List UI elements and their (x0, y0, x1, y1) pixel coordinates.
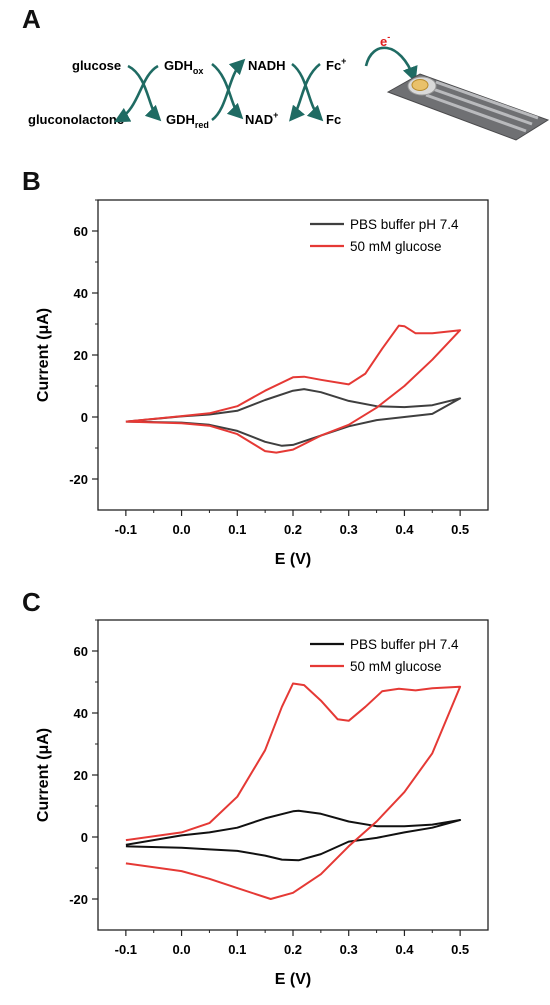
x-tick-label: 0.3 (340, 942, 358, 957)
x-tick-label: 0.4 (395, 942, 414, 957)
legend-label: PBS buffer pH 7.4 (350, 637, 459, 652)
y-tick-label: 60 (74, 644, 88, 659)
legend-label: 50 mM glucose (350, 239, 442, 254)
x-tick-label: 0.1 (228, 522, 246, 537)
y-axis-label: Current (μA) (35, 308, 52, 402)
arrows-glucose-gdh (113, 64, 162, 123)
electrode-strip-icon (386, 73, 550, 141)
x-tick-label: 0.4 (395, 522, 414, 537)
x-tick-label: 0.0 (173, 522, 191, 537)
arrows-gdh-nad (211, 58, 246, 122)
y-tick-label: 40 (74, 286, 88, 301)
reaction-scheme: glucose gluconolactone GDHox GDHred NADH… (28, 32, 550, 141)
panel-label-a: A (22, 4, 41, 34)
label-fc: Fc (326, 112, 341, 127)
series-line-2 (125, 682, 462, 900)
x-tick-label: 0.2 (284, 942, 302, 957)
series-line-2 (125, 324, 462, 454)
label-gdh-red: GDHred (166, 112, 209, 130)
x-tick-label: -0.1 (115, 522, 137, 537)
x-tick-label: 0.5 (451, 942, 469, 957)
x-tick-label: -0.1 (115, 942, 137, 957)
series-line-1 (125, 388, 462, 447)
y-tick-label: 0 (81, 830, 88, 845)
label-electron: e- (380, 32, 390, 49)
series-line-1 (125, 809, 462, 862)
y-tick-label: 40 (74, 706, 88, 721)
label-gluconolactone: gluconolactone (28, 112, 124, 127)
chart-c: -0.1 0.0 0.1 0.2 0.3 0.4 0.5 -20 0 20 40 60 E (V) Cur… (35, 619, 489, 988)
y-tick-label: 20 (74, 768, 88, 783)
legend-label: 50 mM glucose (350, 659, 442, 674)
y-tick-label: 60 (74, 224, 88, 239)
x-tick-label: 0.1 (228, 942, 246, 957)
y-tick-label: -20 (69, 892, 88, 907)
label-nad: NAD+ (245, 110, 278, 127)
y-tick-label: 0 (81, 410, 88, 425)
arrow-to-electrode (364, 46, 418, 83)
y-tick-label: 20 (74, 348, 88, 363)
x-tick-label: 0.2 (284, 522, 302, 537)
y-axis-label: Current (μA) (35, 728, 52, 822)
y-tick-label: -20 (69, 472, 88, 487)
arrows-nad-fc (289, 62, 324, 122)
chart-b: -0.1 0.0 0.1 0.2 0.3 0.4 0.5 -20 0 20 40 60 E (V) Cur… (35, 199, 489, 568)
label-nadh: NADH (248, 58, 286, 73)
legend-label: PBS buffer pH 7.4 (350, 217, 459, 232)
x-tick-label: 0.5 (451, 522, 469, 537)
x-tick-label: 0.0 (173, 942, 191, 957)
x-axis-label: E (V) (275, 971, 311, 988)
x-tick-label: 0.3 (340, 522, 358, 537)
x-axis-label: E (V) (275, 551, 311, 568)
panel-label-b: B (22, 166, 41, 196)
panel-label-c: C (22, 587, 41, 617)
label-glucose: glucose (72, 58, 121, 73)
label-gdh-ox: GDHox (164, 58, 203, 76)
label-fc-plus: Fc+ (326, 56, 346, 73)
